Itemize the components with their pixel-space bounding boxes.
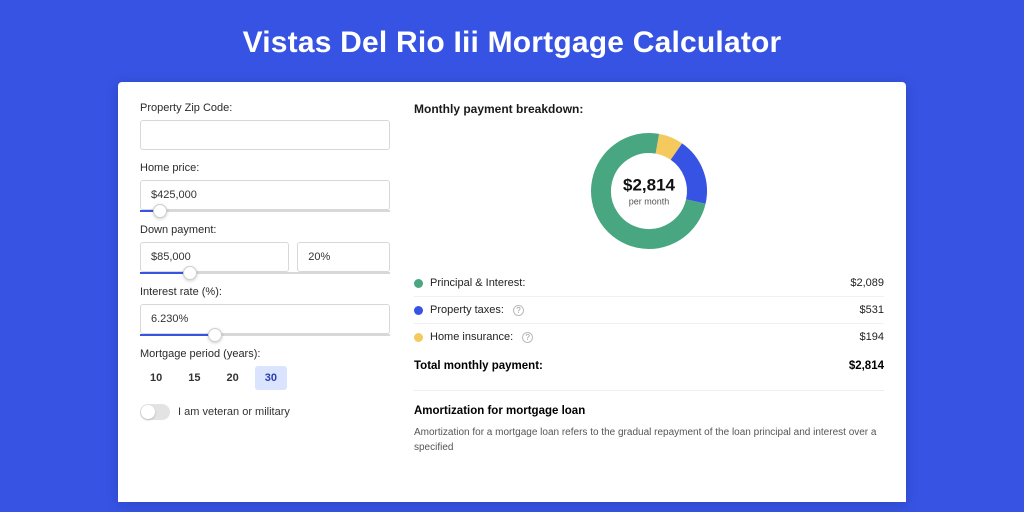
amortization-section: Amortization for mortgage loan Amortizat… xyxy=(414,390,884,455)
donut-chart: $2,814 per month xyxy=(584,126,714,256)
legend-label: Property taxes: xyxy=(430,304,504,316)
zip-field: Property Zip Code: xyxy=(140,102,390,150)
breakdown-column: Monthly payment breakdown: $2,814 per mo… xyxy=(414,102,884,482)
home-price-slider[interactable] xyxy=(140,210,390,212)
veteran-label: I am veteran or military xyxy=(178,406,290,418)
donut-slice-property_taxes xyxy=(676,152,697,202)
down-payment-slider-thumb[interactable] xyxy=(183,266,197,280)
help-icon[interactable]: ? xyxy=(513,305,524,316)
home-price-slider-thumb[interactable] xyxy=(153,204,167,218)
donut-sublabel: per month xyxy=(623,197,675,207)
donut-slice-home_insurance xyxy=(657,144,676,152)
legend-label: Home insurance: xyxy=(430,331,513,343)
amortization-body: Amortization for a mortgage loan refers … xyxy=(414,425,884,455)
home-price-label: Home price: xyxy=(140,162,390,174)
legend-dot xyxy=(414,306,423,315)
legend-row: Principal & Interest: $2,089 xyxy=(414,270,884,297)
amortization-title: Amortization for mortgage loan xyxy=(414,405,884,417)
legend-value: $531 xyxy=(860,304,884,316)
interest-rate-slider-thumb[interactable] xyxy=(208,328,222,342)
home-price-input[interactable] xyxy=(140,180,390,210)
legend-value: $2,089 xyxy=(850,277,884,289)
down-payment-slider[interactable] xyxy=(140,272,390,274)
legend-value: $194 xyxy=(860,331,884,343)
total-value: $2,814 xyxy=(849,360,884,372)
calculator-card: Property Zip Code: Home price: Down paym… xyxy=(118,82,906,502)
interest-rate-field: Interest rate (%): xyxy=(140,286,390,336)
legend-row: Property taxes:? $531 xyxy=(414,297,884,324)
veteran-toggle-knob xyxy=(141,405,155,419)
donut-amount: $2,814 xyxy=(623,176,675,196)
veteran-row: I am veteran or military xyxy=(140,404,390,420)
breakdown-title: Monthly payment breakdown: xyxy=(414,102,884,116)
page-background: Vistas Del Rio Iii Mortgage Calculator P… xyxy=(0,0,1024,512)
legend-dot xyxy=(414,333,423,342)
veteran-toggle[interactable] xyxy=(140,404,170,420)
home-price-field: Home price: xyxy=(140,162,390,212)
period-option-30[interactable]: 30 xyxy=(255,366,287,390)
form-column: Property Zip Code: Home price: Down paym… xyxy=(140,102,390,482)
down-payment-pct-input[interactable] xyxy=(297,242,390,272)
legend-row: Home insurance:? $194 xyxy=(414,324,884,350)
donut-center: $2,814 per month xyxy=(623,176,675,207)
mortgage-period-label: Mortgage period (years): xyxy=(140,348,390,360)
page-title: Vistas Del Rio Iii Mortgage Calculator xyxy=(0,0,1024,82)
mortgage-period-field: Mortgage period (years): 1015 2030 xyxy=(140,348,390,390)
legend-label: Principal & Interest: xyxy=(430,277,525,289)
down-payment-input[interactable] xyxy=(140,242,289,272)
interest-rate-input[interactable] xyxy=(140,304,390,334)
interest-rate-slider[interactable] xyxy=(140,334,390,336)
legend-dot xyxy=(414,279,423,288)
total-label: Total monthly payment: xyxy=(414,360,543,372)
zip-label: Property Zip Code: xyxy=(140,102,390,114)
donut-chart-wrap: $2,814 per month xyxy=(414,126,884,256)
period-option-15[interactable]: 15 xyxy=(178,366,210,390)
down-payment-field: Down payment: xyxy=(140,224,390,274)
total-row: Total monthly payment: $2,814 xyxy=(414,350,884,384)
legend: Principal & Interest: $2,089 Property taxe… xyxy=(414,270,884,350)
interest-rate-label: Interest rate (%): xyxy=(140,286,390,298)
period-option-10[interactable]: 10 xyxy=(140,366,172,390)
zip-input[interactable] xyxy=(140,120,390,150)
down-payment-label: Down payment: xyxy=(140,224,390,236)
period-option-20[interactable]: 20 xyxy=(217,366,249,390)
help-icon[interactable]: ? xyxy=(522,332,533,343)
